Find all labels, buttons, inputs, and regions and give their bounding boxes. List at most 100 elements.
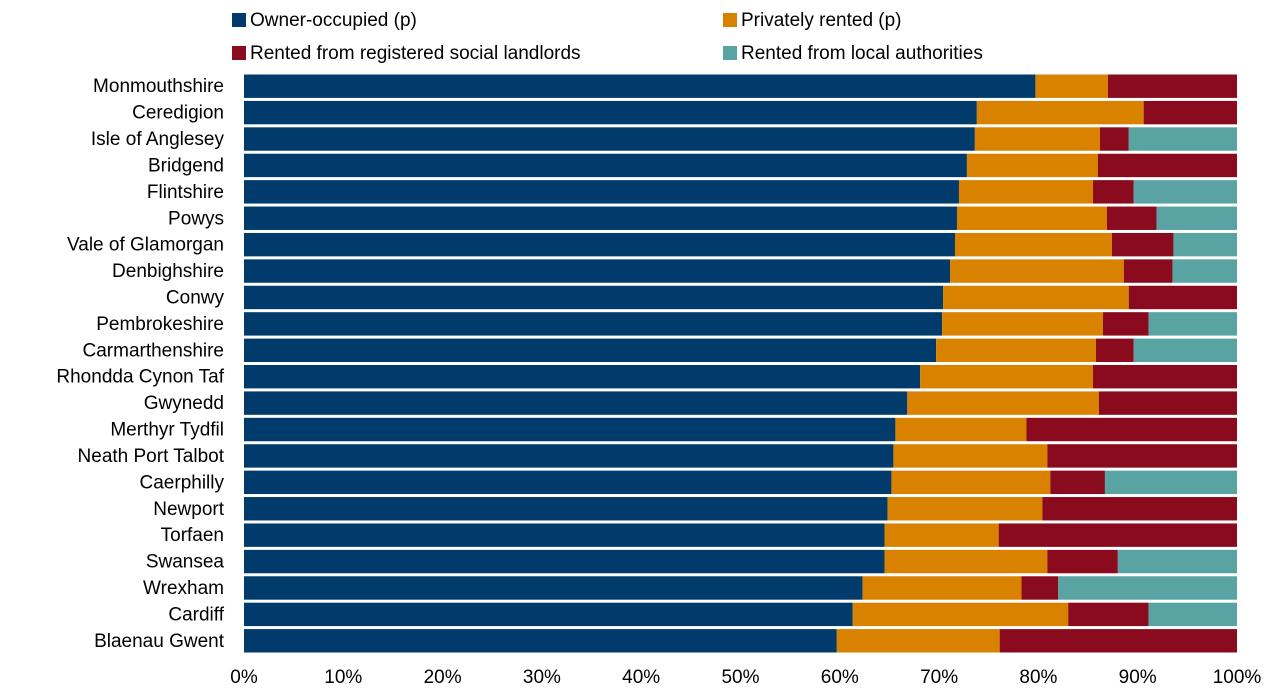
bar-segment [1148, 312, 1237, 336]
y-tick-label: Bridgend [148, 155, 224, 176]
legend-label: Rented from local authorities [741, 43, 983, 64]
x-tick-label: 10% [324, 667, 362, 688]
bar-segment [1097, 153, 1237, 178]
bar-segment [1173, 232, 1237, 257]
legend-swatch [232, 46, 246, 60]
legend-swatch [232, 13, 246, 27]
bar-segment [244, 470, 892, 495]
bar-segment [966, 153, 1098, 178]
bar-segment [1148, 602, 1237, 627]
bar-segment [244, 444, 894, 468]
bar-segment [936, 338, 1096, 362]
y-tick-label: Gwynedd [144, 393, 224, 414]
x-tick-label: 40% [622, 667, 660, 688]
y-tick-label: Carmarthenshire [83, 340, 225, 361]
y-tick-label: Caerphilly [140, 472, 225, 493]
y-tick-label: Newport [153, 499, 224, 520]
bar-segment [1133, 338, 1237, 362]
legend-label: Owner-occupied (p) [250, 10, 417, 31]
bar-segment [244, 259, 951, 283]
x-tick-label: 60% [821, 667, 859, 688]
x-tick-label: 80% [1019, 667, 1057, 688]
bar-segment [1123, 259, 1173, 283]
y-tick-label: Powys [168, 208, 224, 229]
bar-segment [1021, 576, 1059, 600]
bar-segment [1093, 180, 1134, 204]
bar-segment [1068, 602, 1149, 627]
bar-segment [1156, 206, 1237, 230]
bar-segment [998, 523, 1237, 547]
legend-label: Privately rented (p) [741, 10, 902, 31]
x-tick-label: 100% [1213, 667, 1262, 688]
bar-segment [884, 523, 999, 547]
bar-segment [1133, 180, 1237, 204]
bar-segment [942, 312, 1103, 336]
bar-segment [950, 259, 1124, 283]
bar-segment [244, 417, 896, 442]
bar-segment [244, 365, 921, 389]
bar-segment [244, 206, 957, 230]
x-tick-label: 30% [523, 667, 561, 688]
bar-segment [893, 444, 1048, 468]
legend-swatch [723, 46, 737, 60]
y-tick-label: Wrexham [143, 578, 224, 599]
y-tick-label: Denbighshire [112, 261, 224, 282]
bar-segment [1111, 232, 1174, 257]
bar-segment [895, 417, 1027, 442]
bar-segment [1117, 549, 1237, 574]
bar-segment [920, 365, 1094, 389]
bar-segment [1047, 444, 1237, 468]
bar-segment [1042, 497, 1237, 521]
legend-swatch [723, 13, 737, 27]
legend-label: Rented from registered social landlords [250, 43, 581, 64]
bar-segment [244, 285, 944, 310]
bar-segment [244, 629, 837, 653]
x-tick-label: 20% [424, 667, 462, 688]
bar-segment [1035, 74, 1108, 98]
bar-segment [943, 285, 1129, 310]
x-tick-label: 50% [721, 667, 759, 688]
y-tick-label: Torfaen [161, 525, 224, 546]
bar-segment [852, 602, 1069, 627]
bar-segment [244, 232, 955, 257]
bar-segment [1128, 285, 1237, 310]
bar-segment [891, 470, 1051, 495]
bar-segment [244, 602, 853, 627]
bar-segment [1095, 338, 1134, 362]
bar-segment [1128, 127, 1237, 151]
y-tick-label: Monmouthshire [93, 76, 224, 97]
x-tick-label: 70% [920, 667, 958, 688]
y-tick-label: Vale of Glamorgan [67, 235, 224, 256]
bar-segment [244, 180, 959, 204]
y-tick-label: Neath Port Talbot [78, 446, 225, 467]
bar-segment [1093, 365, 1237, 389]
y-tick-label: Cardiff [168, 604, 224, 625]
bar-segment [1104, 470, 1237, 495]
y-tick-label: Flintshire [147, 182, 224, 203]
y-tick-label: Isle of Anglesey [91, 129, 225, 150]
bar-segment [244, 497, 888, 521]
bar-segment [1099, 127, 1129, 151]
bar-segment [907, 391, 1099, 415]
y-tick-label: Swansea [146, 552, 225, 573]
y-tick-label: Merthyr Tydfil [110, 420, 224, 441]
bar-segment [836, 629, 1000, 653]
bar-segment [1047, 549, 1118, 574]
bar-segment [954, 232, 1112, 257]
bar-segment [1172, 259, 1237, 283]
y-tick-label: Ceredigion [132, 103, 224, 124]
bar-segment [999, 629, 1237, 653]
x-tick-label: 90% [1119, 667, 1157, 688]
bar-segment [1026, 417, 1237, 442]
y-tick-label: Blaenau Gwent [94, 631, 225, 652]
x-tick-label: 0% [230, 667, 258, 688]
bar-segment [244, 100, 977, 125]
y-tick-label: Rhondda Cynon Taf [56, 367, 224, 388]
bar-segment [862, 576, 1022, 600]
bar-segment [1098, 391, 1237, 415]
bar-segment [244, 127, 975, 151]
bar-segment [244, 312, 943, 336]
bar-segment [956, 206, 1107, 230]
bar-segment [244, 338, 937, 362]
